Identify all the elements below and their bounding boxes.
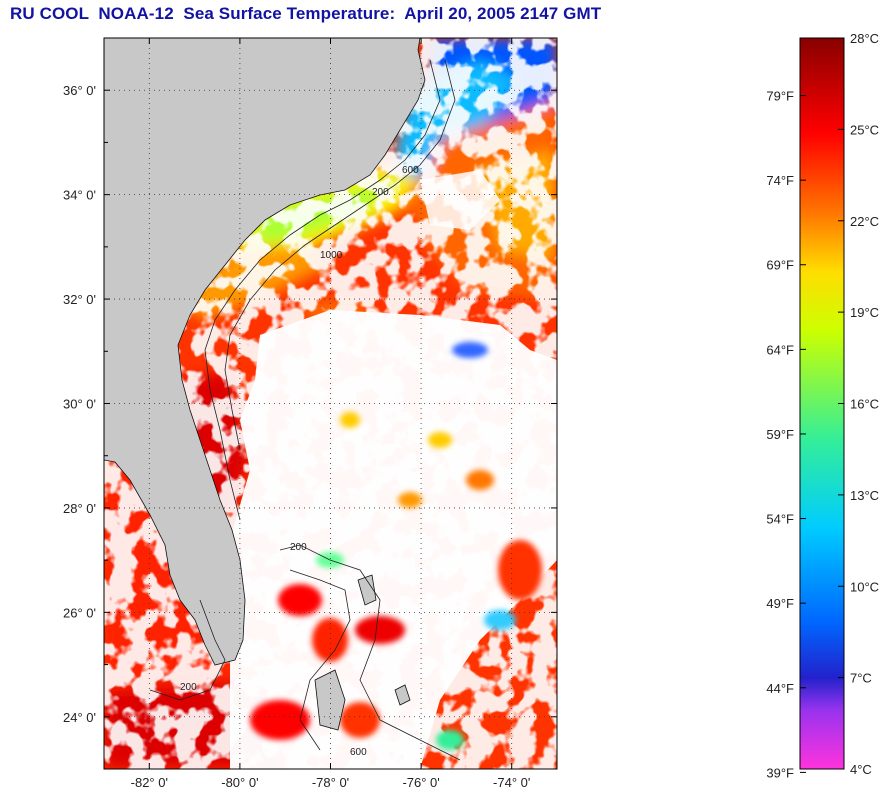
- fahrenheit-label: 69°F: [766, 258, 794, 273]
- fahrenheit-label: 64°F: [766, 342, 794, 357]
- lat-label: 26° 0': [63, 605, 96, 620]
- fahrenheit-label: 54°F: [766, 512, 794, 527]
- lat-label: 28° 0': [63, 501, 96, 516]
- map-ticks: 36° 0' 34° 0' 32° 0' 30° 0' 28° 0' 26° 0' 24° …: [63, 37, 557, 790]
- celsius-label: 25°C: [850, 122, 879, 137]
- lat-label: 36° 0': [63, 83, 96, 98]
- fahrenheit-label: 39°F: [766, 765, 794, 780]
- landmass-bahamas: [314, 574, 411, 731]
- lat-label: 30° 0': [63, 397, 96, 412]
- depth-contour-label: 600: [350, 747, 367, 758]
- lon-label: -76° 0': [402, 775, 439, 790]
- chart-title: RU COOL NOAA-12 Sea Surface Temperature:…: [10, 4, 602, 23]
- fahrenheit-label: 49°F: [766, 596, 794, 611]
- sst-patches: [197, 342, 542, 750]
- celsius-label: 4°C: [850, 762, 872, 777]
- map-panel: [104, 38, 557, 769]
- fahrenheit-label: 59°F: [766, 427, 794, 442]
- celsius-label: 7°C: [850, 671, 872, 686]
- lat-label: 32° 0': [63, 292, 96, 307]
- celsius-label: 28°C: [850, 31, 879, 46]
- fahrenheit-label: 44°F: [766, 681, 794, 696]
- lat-label: 34° 0': [63, 188, 96, 203]
- depth-contour-label: 600: [402, 165, 419, 176]
- colorbar-ticks: 28°C 25°C 22°C 19°C 16°C 13°C 10°C 7°C 4°C 79°F 74…: [766, 31, 879, 780]
- celsius-label: 13°C: [850, 488, 879, 503]
- celsius-label: 16°C: [850, 397, 879, 412]
- depth-contour-label: 200: [372, 187, 389, 198]
- depth-contour-label: 200: [290, 542, 307, 553]
- depth-contours: [149, 59, 461, 761]
- celsius-label: 22°C: [850, 214, 879, 229]
- lon-label: -80° 0': [221, 775, 258, 790]
- lon-label: -82° 0': [131, 775, 168, 790]
- fahrenheit-label: 79°F: [766, 89, 794, 104]
- depth-contour-label: 1000: [320, 250, 343, 261]
- colorbar: [799, 37, 845, 770]
- celsius-label: 10°C: [850, 579, 879, 594]
- fahrenheit-label: 74°F: [766, 173, 794, 188]
- celsius-label: 19°C: [850, 305, 879, 320]
- lon-label: -74° 0': [493, 775, 530, 790]
- grid-lines: [104, 38, 557, 769]
- lat-label: 24° 0': [63, 710, 96, 725]
- lon-label: -78° 0': [312, 775, 349, 790]
- depth-contour-label: 200: [180, 682, 197, 693]
